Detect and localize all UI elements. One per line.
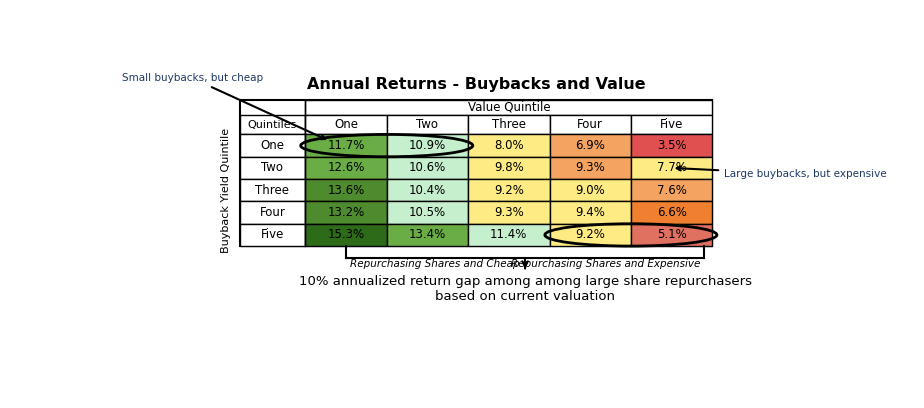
Text: Two: Two bbox=[417, 118, 438, 131]
Bar bbox=[387, 115, 468, 134]
Text: Small buybacks, but cheap: Small buybacks, but cheap bbox=[122, 73, 325, 139]
Bar bbox=[239, 202, 305, 224]
Text: Value Quintile: Value Quintile bbox=[468, 101, 550, 114]
Text: Five: Five bbox=[660, 118, 683, 131]
Text: 9.8%: 9.8% bbox=[494, 162, 524, 175]
Text: Five: Five bbox=[261, 228, 284, 242]
Bar bbox=[468, 202, 550, 224]
Bar bbox=[305, 157, 387, 179]
Text: Repurchasing Shares and Cheap: Repurchasing Shares and Cheap bbox=[350, 259, 519, 269]
Bar bbox=[387, 202, 468, 224]
Text: 10.5%: 10.5% bbox=[409, 206, 446, 219]
Text: Four: Four bbox=[260, 206, 286, 219]
Text: 10.4%: 10.4% bbox=[408, 184, 446, 197]
Text: Annual Returns - Buybacks and Value: Annual Returns - Buybacks and Value bbox=[307, 77, 645, 92]
Bar bbox=[239, 100, 712, 246]
Bar bbox=[550, 157, 631, 179]
Bar bbox=[631, 179, 712, 202]
Bar bbox=[468, 224, 550, 246]
Bar bbox=[305, 224, 387, 246]
Text: 9.2%: 9.2% bbox=[576, 228, 605, 242]
Bar bbox=[550, 115, 631, 134]
Text: 9.2%: 9.2% bbox=[493, 184, 524, 197]
Text: 13.6%: 13.6% bbox=[327, 184, 365, 197]
Bar bbox=[387, 134, 468, 157]
Text: 12.6%: 12.6% bbox=[327, 162, 365, 175]
Text: Two: Two bbox=[261, 162, 284, 175]
Text: Three: Three bbox=[492, 118, 526, 131]
Text: 7.7%: 7.7% bbox=[657, 162, 687, 175]
Text: 6.9%: 6.9% bbox=[576, 139, 605, 152]
Bar bbox=[631, 115, 712, 134]
Bar bbox=[387, 179, 468, 202]
Bar bbox=[631, 157, 712, 179]
Text: Large buybacks, but expensive: Large buybacks, but expensive bbox=[676, 166, 886, 180]
Text: One: One bbox=[334, 118, 359, 131]
Bar bbox=[387, 157, 468, 179]
Bar bbox=[239, 115, 305, 134]
Text: 9.0%: 9.0% bbox=[576, 184, 605, 197]
Bar bbox=[239, 224, 305, 246]
Text: 11.4%: 11.4% bbox=[490, 228, 528, 242]
Bar bbox=[631, 224, 712, 246]
Text: 10.6%: 10.6% bbox=[408, 162, 446, 175]
Bar bbox=[550, 202, 631, 224]
Text: One: One bbox=[261, 139, 285, 152]
Bar bbox=[305, 202, 387, 224]
Text: Three: Three bbox=[255, 184, 289, 197]
Text: 13.4%: 13.4% bbox=[408, 228, 446, 242]
Text: 6.6%: 6.6% bbox=[657, 206, 687, 219]
Text: Buyback Yield Quintile: Buyback Yield Quintile bbox=[221, 128, 231, 253]
Text: 3.5%: 3.5% bbox=[657, 139, 687, 152]
Text: 9.3%: 9.3% bbox=[576, 162, 605, 175]
Text: 7.6%: 7.6% bbox=[657, 184, 687, 197]
Text: 8.0%: 8.0% bbox=[494, 139, 524, 152]
Text: Quintiles: Quintiles bbox=[248, 120, 298, 130]
Bar bbox=[550, 179, 631, 202]
Text: 5.1%: 5.1% bbox=[657, 228, 687, 242]
Bar bbox=[468, 179, 550, 202]
Bar bbox=[239, 179, 305, 202]
Text: 13.2%: 13.2% bbox=[327, 206, 365, 219]
Bar bbox=[468, 134, 550, 157]
Text: Repurchasing Shares and Expensive: Repurchasing Shares and Expensive bbox=[511, 259, 700, 269]
Bar bbox=[387, 224, 468, 246]
Bar bbox=[239, 134, 305, 157]
Bar bbox=[305, 115, 387, 134]
Bar bbox=[239, 157, 305, 179]
Bar bbox=[631, 134, 712, 157]
Bar bbox=[468, 115, 550, 134]
Text: 9.3%: 9.3% bbox=[494, 206, 524, 219]
Text: based on current valuation: based on current valuation bbox=[435, 290, 615, 303]
Bar bbox=[550, 134, 631, 157]
Bar bbox=[550, 224, 631, 246]
Bar bbox=[631, 202, 712, 224]
Bar bbox=[305, 134, 387, 157]
Text: 10% annualized return gap among among large share repurchasers: 10% annualized return gap among among la… bbox=[298, 275, 751, 288]
Bar bbox=[305, 179, 387, 202]
Text: 15.3%: 15.3% bbox=[327, 228, 365, 242]
Text: 9.4%: 9.4% bbox=[576, 206, 605, 219]
Text: 10.9%: 10.9% bbox=[408, 139, 446, 152]
Text: 11.7%: 11.7% bbox=[327, 139, 365, 152]
Bar bbox=[305, 100, 712, 115]
Bar bbox=[468, 157, 550, 179]
Text: Four: Four bbox=[578, 118, 603, 131]
